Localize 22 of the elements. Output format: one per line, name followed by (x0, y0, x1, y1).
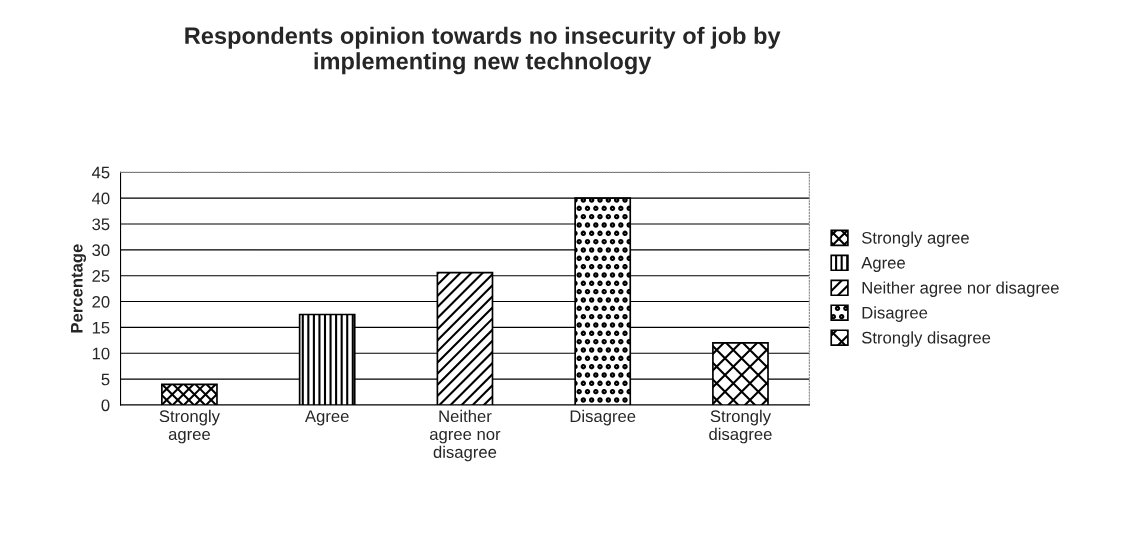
x-tick-label: Neither agree nor disagree (429, 409, 501, 462)
y-axis-title: Percentage (71, 244, 87, 333)
legend-label: Disagree (862, 306, 928, 322)
legend-label: Strongly agree (861, 231, 969, 248)
y-tick-label: 5 (101, 373, 110, 386)
x-tick-label: Strongly agree (159, 409, 220, 444)
y-tick-label: 20 (92, 295, 110, 308)
y-tick-label: 15 (92, 321, 110, 334)
y-tick-label: 10 (92, 347, 110, 360)
x-tick-label: Disagree (570, 409, 636, 426)
legend-label: Neither agree nor disagree (862, 281, 1059, 297)
y-tick-label: 40 (91, 192, 110, 205)
chart-title: Respondents opinion towards no insecurity of job by implementing new technology (185, 26, 781, 75)
y-tick-label: 35 (92, 218, 110, 231)
y-tick-label: 30 (92, 244, 110, 257)
y-tick-label: 45 (91, 166, 110, 179)
legend-label: Strongly disagree (861, 331, 991, 347)
legend-label: Agree (861, 257, 905, 272)
x-tick-label: Strongly disagree (709, 409, 772, 444)
y-tick-label: 0 (101, 399, 110, 412)
x-tick-label: Agree (304, 410, 349, 426)
y-tick-label: 25 (92, 270, 110, 282)
